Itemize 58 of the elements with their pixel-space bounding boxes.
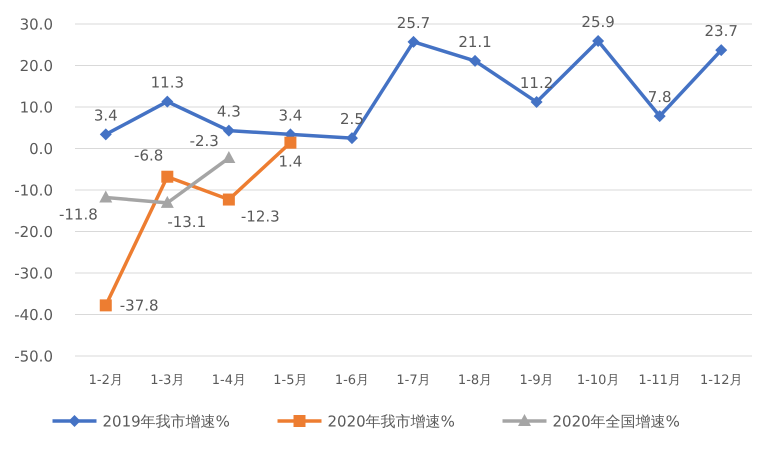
point bbox=[408, 36, 420, 48]
x-tick-label: 1-4月 bbox=[212, 373, 246, 388]
data-label: -2.3 bbox=[190, 132, 219, 150]
y-tick-label: -40.0 bbox=[14, 306, 53, 324]
legend-label: 2019年我市增速% bbox=[102, 412, 230, 430]
point bbox=[161, 96, 174, 108]
y-tick-label: -10.0 bbox=[14, 181, 53, 200]
data-label: -37.8 bbox=[120, 296, 159, 314]
point bbox=[715, 44, 728, 56]
data-label: 7.8 bbox=[648, 88, 672, 106]
data-label: 21.1 bbox=[458, 32, 492, 51]
data-label: -6.8 bbox=[134, 146, 164, 165]
point bbox=[222, 124, 235, 137]
point bbox=[100, 299, 112, 312]
data-label: 11.3 bbox=[150, 74, 184, 92]
y-tick-label: 20.0 bbox=[20, 56, 53, 75]
point bbox=[222, 194, 235, 206]
point bbox=[161, 170, 174, 183]
point bbox=[222, 151, 236, 164]
data-label: 23.7 bbox=[704, 22, 738, 40]
y-tick-label: 10.0 bbox=[20, 98, 53, 116]
data-label: 25.9 bbox=[581, 13, 615, 32]
y-tick-label: -20.0 bbox=[14, 222, 53, 241]
data-label: -12.3 bbox=[240, 208, 280, 226]
y-tick-label: 30.0 bbox=[20, 15, 53, 34]
point bbox=[160, 196, 174, 208]
data-label: 1.4 bbox=[278, 152, 302, 171]
point bbox=[100, 128, 112, 140]
point bbox=[99, 190, 112, 202]
data-label: 3.4 bbox=[278, 106, 302, 124]
data-label: -13.1 bbox=[167, 212, 206, 231]
legend-label: 2020年我市增速% bbox=[328, 412, 455, 430]
x-tick-label: 1-8月 bbox=[458, 373, 492, 388]
data-label: 2.5 bbox=[340, 110, 364, 128]
x-tick-label: 1-9月 bbox=[519, 373, 554, 388]
x-tick-label: 1-10月 bbox=[576, 373, 620, 388]
point bbox=[346, 132, 358, 144]
x-tick-label: 1-2月 bbox=[88, 373, 123, 388]
y-tick-label: -30.0 bbox=[14, 264, 53, 282]
data-label: 25.7 bbox=[396, 14, 430, 32]
data-label: 3.4 bbox=[94, 106, 118, 124]
point bbox=[284, 136, 296, 149]
point bbox=[654, 110, 666, 122]
point bbox=[530, 96, 543, 108]
x-tick-label: 1-3月 bbox=[150, 373, 184, 388]
x-tick-label: 1-11月 bbox=[638, 373, 681, 388]
y-tick-label: -50.0 bbox=[14, 347, 53, 366]
x-tick-label: 1-5月 bbox=[273, 373, 308, 388]
point bbox=[469, 54, 482, 67]
data-label: 4.3 bbox=[216, 102, 241, 121]
legend-label: 2020年全国增速% bbox=[552, 412, 680, 430]
x-tick-label: 1-6月 bbox=[334, 373, 370, 388]
point bbox=[592, 35, 604, 48]
data-label: 11.2 bbox=[520, 74, 554, 92]
data-label: -11.8 bbox=[58, 205, 98, 224]
x-tick-label: 1-7月 bbox=[396, 373, 431, 388]
y-tick-label: 0.0 bbox=[29, 140, 53, 158]
x-tick-label: 1-12月 bbox=[700, 373, 742, 388]
